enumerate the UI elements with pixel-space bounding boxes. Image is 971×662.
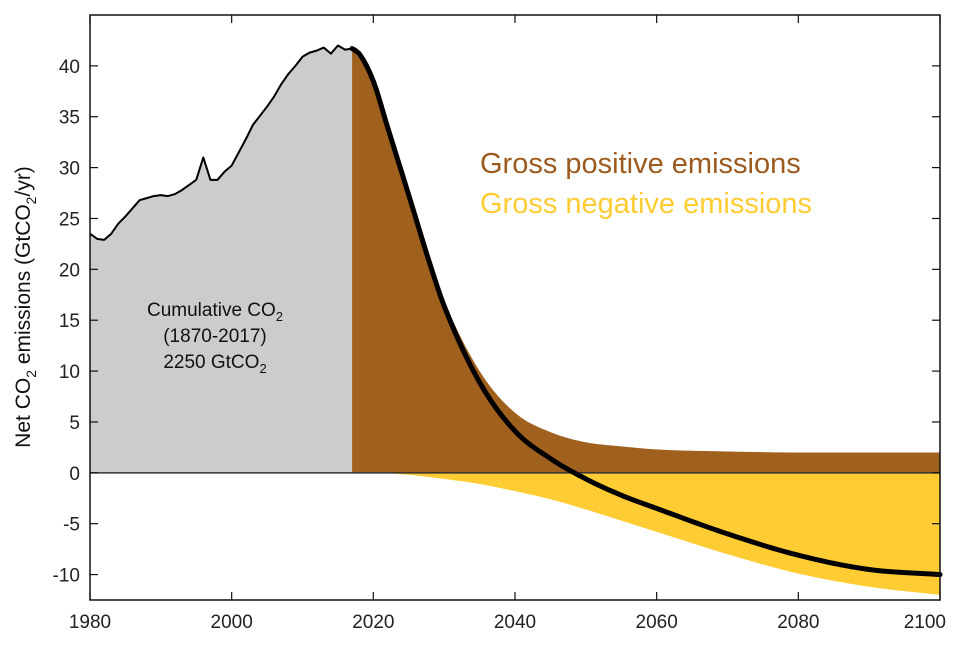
y-tick-label: 0 [69,464,80,485]
y-tick-label: -10 [53,566,80,587]
gross-negative-area [352,472,940,595]
x-tick-label: 2080 [777,612,819,633]
y-tick-label: 5 [69,413,80,434]
axis-layer: -10 -5 0 5 10 15 20 25 30 35 40 1980 2000 2020 2040 206… [53,14,946,633]
cumulative-annotation: Cumulative CO2 (1870-2017) 2250 GtCO2 [147,300,283,376]
y-tick-label: 15 [59,311,80,332]
annotation-line-3: 2250 GtCO2 [163,352,266,376]
y-tick-label: 30 [59,159,80,180]
x-tick-label: 2040 [494,612,536,633]
annotation-line-1: Cumulative CO2 [147,300,283,324]
legend-gross-positive: Gross positive emissions [480,148,801,180]
y-tick-label: 10 [59,362,80,383]
y-tick-label: 25 [59,209,80,230]
historical-area [90,45,353,473]
x-tick-label: 2000 [211,612,253,633]
x-tick-label: 2060 [636,612,678,633]
x-tick-label: 2100 [904,612,946,633]
area-layer [90,45,940,595]
net-emissions-line [349,46,943,578]
y-tick-label: 20 [59,260,80,281]
annotation-line-2: (1870-2017) [163,326,267,347]
y-tick-label: 35 [59,108,80,129]
legend-gross-negative: Gross negative emissions [480,188,812,220]
gross-positive-area [352,48,940,473]
line-layer [89,44,943,578]
x-tick-label: 2020 [352,612,394,633]
x-tick-label: 1980 [69,612,111,633]
legend: Gross positive emissions Gross negative … [480,148,812,220]
y-axis-title: Net CO2 emissions (GtCO2/yr) [12,166,39,448]
y-tick-label: -5 [63,515,80,536]
y-tick-label: 40 [59,57,80,78]
historical-line [89,44,353,241]
